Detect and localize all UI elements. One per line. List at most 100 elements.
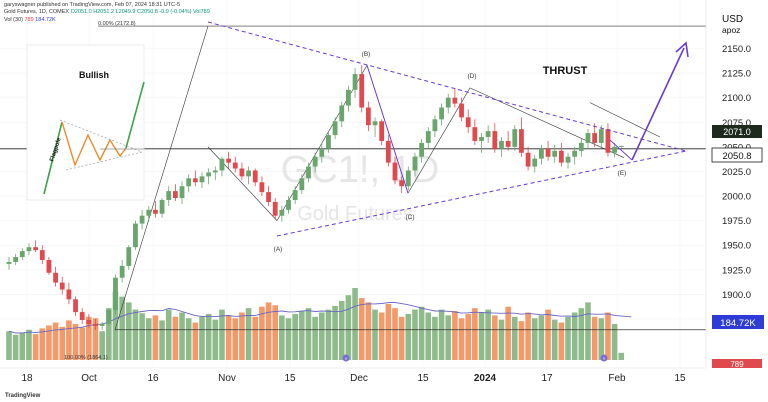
candle (445, 93, 451, 114)
bullish-flag-inset: Bullish Flagpole (26, 44, 145, 201)
time-tick-label: Oct (81, 373, 97, 384)
candle (539, 144, 544, 165)
volume-bar (425, 312, 432, 360)
candle (206, 168, 212, 185)
candle (46, 257, 52, 275)
volume-bar (332, 306, 338, 360)
currency-label: USD (722, 14, 743, 25)
ohlc-values: O2051.0 H2051.2 L2049.9 C2050.8 -0.9 (-0… (70, 9, 210, 15)
candle (605, 123, 611, 157)
symbol-label[interactable]: Gold Futures, 1D, COMEX (4, 9, 70, 15)
volume-bar (605, 312, 611, 360)
candle (425, 127, 431, 149)
thrust-arrow-head[interactable] (675, 41, 689, 58)
volume-bar (452, 311, 458, 360)
volume-bar (299, 311, 305, 360)
candle (512, 125, 518, 151)
inset-pole (43, 121, 63, 195)
candle (133, 220, 138, 251)
candle (352, 68, 358, 98)
price-tick-label: 2075.0 (722, 118, 751, 129)
candle (59, 276, 65, 295)
volume-bar (412, 309, 418, 360)
volume-bar (72, 324, 79, 360)
candle (159, 198, 165, 218)
candle (452, 87, 458, 108)
candle (346, 85, 351, 112)
label-c: (C) (405, 214, 414, 221)
candle (232, 156, 238, 173)
price-tick-label: 1925.0 (722, 265, 751, 276)
tradingview-logo[interactable]: TradingView (5, 393, 40, 399)
thrust-arrow-shaft[interactable] (631, 47, 685, 161)
candle (372, 117, 378, 138)
candle (86, 314, 92, 328)
volume-bar (12, 334, 19, 360)
fib-top-label: 0.00% (2172.8) (98, 21, 136, 27)
fib-anchor-line[interactable] (114, 25, 209, 330)
svg-text:184.72K: 184.72K (720, 318, 756, 329)
triangle-pattern[interactable] (207, 21, 689, 237)
candlesticks (6, 65, 624, 330)
volume-bar (305, 308, 312, 360)
trendline[interactable] (207, 146, 278, 221)
candle (618, 145, 624, 148)
volume-bar (585, 302, 591, 360)
time-tick-label: 15 (674, 373, 686, 384)
volume-bar (525, 312, 531, 360)
symbol-ohlc-line: Gold Futures, 1D, COMEX O2051.0 H2051.2 … (4, 9, 210, 15)
candle (212, 166, 218, 181)
volume-bar (172, 316, 179, 360)
svg-text:2071.0: 2071.0 (723, 127, 751, 137)
triangle-upper-boundary[interactable] (207, 21, 687, 152)
candle (472, 119, 478, 145)
event-marker-1[interactable]: » (342, 354, 350, 362)
trendline[interactable] (589, 102, 661, 138)
candle (179, 181, 185, 204)
volume-bar (59, 326, 66, 360)
volume-bar (66, 320, 72, 360)
tradingview-label: TradingView (5, 393, 41, 399)
volume-bar (358, 298, 365, 360)
time-tick-label: 15 (417, 373, 429, 384)
volume-bar (279, 315, 285, 360)
candle (252, 168, 258, 187)
candle (326, 131, 331, 153)
volume-bar (26, 329, 32, 360)
volume-bar (165, 309, 172, 360)
time-tick-label: 2024 (474, 373, 497, 384)
volume-legend: Vol (30) 789 184.72K (4, 17, 56, 23)
price-tick-label: 1975.0 (722, 216, 751, 227)
wave-line[interactable] (366, 65, 409, 194)
candle (405, 166, 411, 191)
time-tick-label: 18 (21, 373, 33, 384)
time-axis[interactable]: 18 Oct 16 Nov 15 Dec 15 2024 17 Feb 15 (21, 373, 686, 384)
volume-bar (252, 316, 259, 360)
candle (419, 138, 425, 163)
volume-bar (219, 309, 225, 360)
candle (459, 97, 464, 122)
volume-bar (492, 315, 498, 360)
candle (598, 125, 604, 147)
event-marker-2[interactable]: » (600, 354, 608, 362)
fib-bottom-label: 100.00% (1864.1) (64, 355, 108, 361)
svg-text:»: » (603, 356, 606, 361)
candle (505, 131, 511, 151)
volume-ma-badge: 184.72K (712, 315, 764, 329)
candle (492, 123, 498, 153)
volume-bar (578, 308, 585, 360)
volume-bar (32, 334, 39, 360)
candle (499, 137, 504, 157)
candle (479, 133, 484, 153)
volume-bar (125, 302, 132, 360)
candle (532, 154, 538, 173)
candle (412, 152, 418, 177)
inset-upper-boundary (59, 119, 143, 153)
volume-legend-label[interactable]: Vol (30) (4, 17, 23, 23)
volume-bar (232, 318, 239, 360)
volume-bar (478, 312, 485, 360)
candle (73, 296, 78, 317)
wave-line[interactable] (609, 139, 633, 161)
svg-text:789: 789 (730, 360, 744, 369)
